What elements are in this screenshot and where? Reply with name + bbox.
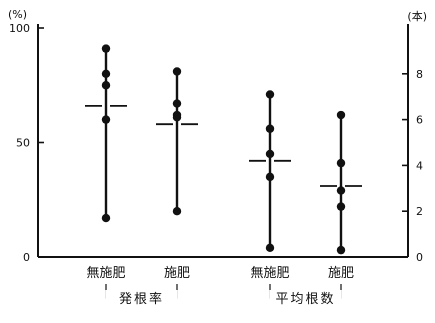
right-tick-label: 6 (416, 114, 423, 127)
right-tick-label: 2 (416, 205, 423, 218)
data-point (336, 186, 346, 195)
left-tick-label: 50 (16, 137, 30, 150)
category-label: 無施肥 (250, 266, 289, 281)
data-point (265, 149, 275, 159)
data-point (336, 110, 346, 120)
category-label: 無施肥 (86, 266, 125, 281)
data-point (172, 99, 182, 108)
group-label-background (105, 290, 178, 308)
data-point (336, 245, 346, 255)
right-axis-unit: (本) (407, 9, 427, 23)
data-point (172, 67, 182, 76)
data-point (265, 90, 275, 99)
data-point (101, 213, 111, 223)
data-point (265, 243, 275, 253)
data-point (101, 115, 111, 124)
left-tick-label: 0 (23, 251, 30, 264)
data-point (265, 124, 275, 133)
data-point (101, 81, 111, 90)
data-point (101, 44, 111, 53)
category-label: 施肥 (164, 266, 190, 281)
category-label: 施肥 (328, 266, 354, 281)
right-tick-label: 0 (416, 251, 423, 264)
left-tick-label: 100 (9, 22, 30, 35)
data-point (336, 158, 346, 168)
group-label: 発根率 (119, 291, 164, 307)
data-point (265, 172, 275, 182)
data-point (172, 207, 182, 216)
data-point (336, 202, 346, 211)
axes: 0 50 100 0 2 4 6 8 (%) (本) (8, 8, 427, 264)
group-label: 平均根数 (275, 292, 335, 307)
data-point (101, 69, 111, 79)
data-point (172, 113, 182, 122)
right-tick-label: 4 (416, 159, 423, 172)
group-label-background (269, 290, 342, 308)
chart-marks (85, 44, 362, 255)
right-tick-label: 8 (416, 68, 423, 81)
left-axis-unit: (%) (8, 8, 27, 21)
